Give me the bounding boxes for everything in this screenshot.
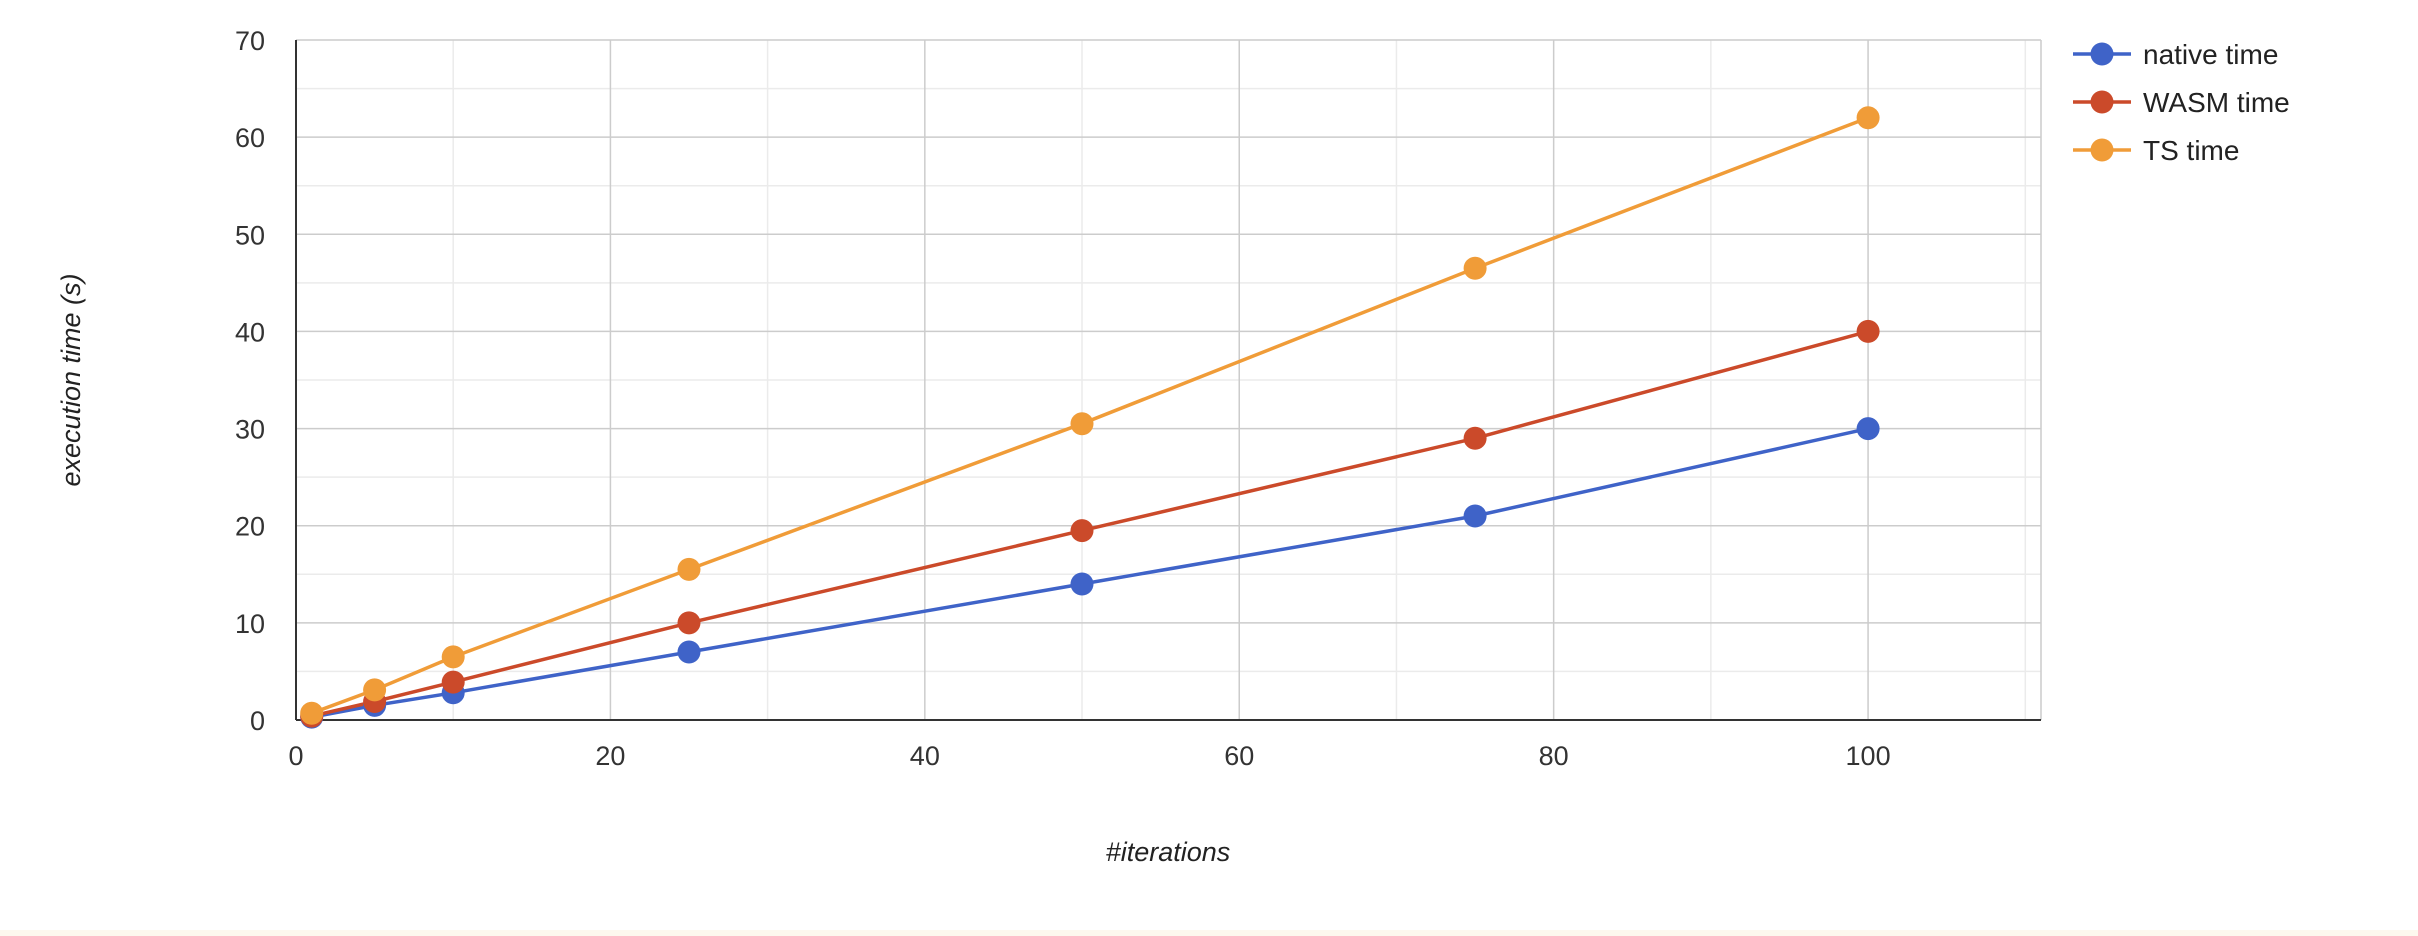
y-tick-label: 0 (250, 706, 265, 736)
major-gridlines (296, 39, 2042, 720)
y-tick-label: 60 (235, 123, 265, 153)
legend-label: WASM time (2143, 87, 2290, 118)
data-point[interactable] (1070, 572, 1094, 596)
y-tick-label: 30 (235, 415, 265, 445)
x-tick-label: 0 (288, 741, 303, 771)
series-line (311, 426, 1869, 719)
data-point[interactable] (1070, 412, 1094, 436)
legend-marker (2090, 90, 2114, 114)
data-point[interactable] (1463, 256, 1487, 280)
y-tick-label: 70 (235, 26, 265, 56)
x-tick-label: 40 (910, 741, 940, 771)
data-point[interactable] (677, 557, 701, 581)
y-tick-label: 20 (235, 512, 265, 542)
legend-item[interactable]: native time (2073, 39, 2278, 70)
legend-marker (2090, 42, 2114, 66)
data-point[interactable] (677, 640, 701, 664)
y-tick-label: 50 (235, 220, 265, 250)
axes (295, 40, 2041, 721)
x-tick-label: 20 (595, 741, 625, 771)
data-point[interactable] (441, 670, 465, 694)
x-axis-title: #iterations (1106, 837, 1231, 867)
data-point[interactable] (1463, 504, 1487, 528)
data-point[interactable] (441, 645, 465, 669)
legend-marker (2090, 138, 2114, 162)
data-point[interactable] (300, 701, 324, 725)
y-tick-labels: 0 10 20 30 40 50 60 70 (235, 26, 265, 736)
data-point[interactable] (1856, 417, 1880, 441)
minor-gridlines (296, 40, 2041, 720)
y-tick-label: 40 (235, 317, 265, 347)
x-tick-label: 100 (1846, 741, 1891, 771)
series-points (300, 106, 1880, 729)
x-tick-label: 80 (1539, 741, 1569, 771)
y-axis-title: execution time (s) (56, 273, 86, 486)
data-point[interactable] (1070, 519, 1094, 543)
bottom-strip (0, 930, 2418, 936)
legend-label: native time (2143, 39, 2278, 70)
data-point[interactable] (1463, 426, 1487, 450)
data-point[interactable] (677, 611, 701, 635)
legend[interactable]: native time WASM time TS time (2073, 39, 2290, 166)
legend-item[interactable]: TS time (2073, 135, 2239, 166)
x-tick-labels: 0 20 40 60 80 100 (288, 741, 1890, 771)
x-tick-label: 60 (1224, 741, 1254, 771)
data-point[interactable] (363, 678, 387, 702)
legend-item[interactable]: WASM time (2073, 87, 2290, 118)
y-tick-label: 10 (235, 609, 265, 639)
data-point[interactable] (1856, 106, 1880, 130)
data-point[interactable] (1856, 319, 1880, 343)
legend-label: TS time (2143, 135, 2239, 166)
